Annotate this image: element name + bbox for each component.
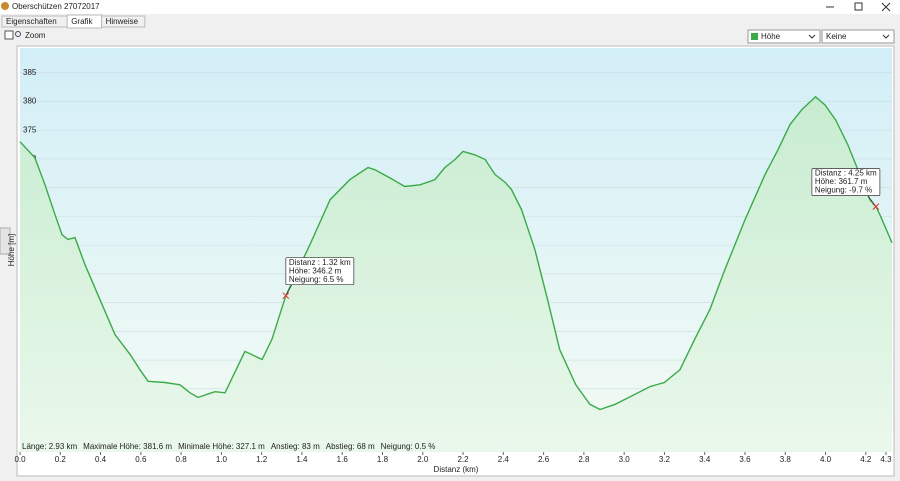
x-tick-label: 3.0 <box>619 455 631 464</box>
window-title: Oberschützen 27072017 <box>12 2 100 11</box>
second-dropdown[interactable] <box>821 29 895 44</box>
restore-button[interactable] <box>854 2 863 11</box>
second-dropdown-label: Keine <box>826 32 847 41</box>
series-dropdown[interactable] <box>747 29 821 44</box>
summary-item: Abstieg: 68 m <box>326 442 375 451</box>
x-tick-label: 2.0 <box>417 455 429 464</box>
zoom-label[interactable]: Zoom <box>25 31 46 40</box>
series-dropdown-label: Höhe <box>761 32 781 41</box>
area-fill <box>20 96 892 453</box>
summary-item: Neigung: 0.5 % <box>381 442 436 451</box>
x-axis-label: Distanz (km) <box>434 465 479 474</box>
dropdown-arrow <box>808 34 816 39</box>
x-tick-label: 2.4 <box>498 455 510 464</box>
summary-item: Länge: 2.93 km <box>22 442 77 451</box>
x-tick-label: 1.6 <box>337 455 349 464</box>
x-tick-label: 3.2 <box>659 455 671 464</box>
series-swatch <box>751 33 758 40</box>
callout-box <box>285 257 355 286</box>
point-marker <box>872 203 880 210</box>
callout-text: Distanz : 4.25 km <box>815 169 877 178</box>
title-bar <box>0 0 900 14</box>
callout-text: Höhe: 346.2 m <box>289 266 342 275</box>
x-tick-label: 0.8 <box>176 455 188 464</box>
summary-item: Anstieg: 83 m <box>271 442 320 451</box>
x-tick-label: 4.0 <box>820 455 832 464</box>
y-axis-label: Höhe [m] <box>7 234 16 266</box>
callout-text: Höhe: 361.7 m <box>815 177 868 186</box>
profile-line <box>19 95 893 411</box>
x-tick-label: 3.8 <box>780 455 792 464</box>
dropdown-arrow <box>882 34 890 39</box>
x-tick-label: 3.6 <box>739 455 751 464</box>
app-icon <box>1 2 9 10</box>
x-tick-label: 0.0 <box>14 455 26 464</box>
x-tick-label: 2.6 <box>538 455 550 464</box>
close-button[interactable] <box>881 2 891 12</box>
zoom-checkbox[interactable] <box>4 30 14 40</box>
x-tick-label: 0.4 <box>95 455 107 464</box>
tab-label[interactable]: Grafik <box>71 17 93 26</box>
summary-item: Minimale Höhe: 327.1 m <box>178 442 265 451</box>
x-tick-label: 0.6 <box>135 455 147 464</box>
point-marker <box>282 292 290 300</box>
x-tick-label: 2.2 <box>457 455 469 464</box>
x-tick-label: 1.4 <box>296 455 308 464</box>
callout-text: Neigung: 6.5 % <box>289 275 344 284</box>
side-toggle[interactable] <box>0 227 11 255</box>
y-tick-label: 375 <box>23 125 37 134</box>
tab[interactable] <box>101 15 146 28</box>
callout-text: Neigung: -9.7 % <box>815 186 872 195</box>
summary: Länge: 2.93 km Maximale Höhe: 381.6 m Mini… <box>22 442 435 451</box>
x-tick-label: 1.2 <box>256 455 268 464</box>
y-tick-label: 385 <box>23 68 37 77</box>
tab-label[interactable]: Hinweise <box>106 17 139 26</box>
callout-box <box>811 168 881 196</box>
x-tick-label: 0.2 <box>55 455 67 464</box>
x-tick-label: 3.4 <box>699 455 711 464</box>
callout-pointer <box>285 284 293 296</box>
x-tick-label: 2.8 <box>578 455 590 464</box>
x-tick-label: 1.0 <box>216 455 228 464</box>
callout-text: Distanz : 1.32 km <box>289 258 351 267</box>
x-tick-label: 1.8 <box>377 455 389 464</box>
x-tick-label: 4.3 <box>880 455 892 464</box>
zoom-icon <box>15 31 21 37</box>
x-tick-label: 4.2 <box>860 455 872 464</box>
summary-item: Maximale Höhe: 381.6 m <box>83 442 172 451</box>
tab-label[interactable]: Eigenschaften <box>6 17 57 26</box>
y-tick-label: 380 <box>23 97 37 106</box>
